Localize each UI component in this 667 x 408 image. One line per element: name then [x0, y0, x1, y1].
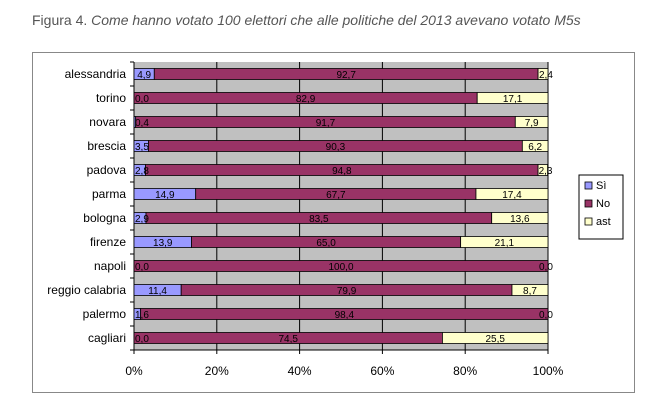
- category-label: novara: [89, 115, 126, 129]
- data-label: 6,2: [528, 142, 542, 153]
- x-tick-label: 60%: [370, 364, 394, 378]
- category-label: alessandria: [65, 67, 127, 81]
- data-label: 4,9: [137, 70, 151, 81]
- data-label: 91,7: [316, 118, 336, 129]
- bar-segment: [511, 284, 549, 296]
- data-label: 17,4: [502, 190, 522, 201]
- bar-segment: [460, 236, 549, 248]
- category-label: napoli: [94, 259, 126, 273]
- bar-segment: [442, 332, 549, 344]
- data-label: 1,6: [135, 310, 149, 321]
- data-label: 98,4: [335, 310, 355, 321]
- x-tick-label: 100%: [533, 364, 564, 378]
- legend-label: Sì: [596, 180, 606, 192]
- category-label: palermo: [83, 307, 127, 321]
- bar-segment: [537, 68, 549, 80]
- legend-label: ast: [596, 216, 611, 228]
- legend-swatch: [584, 181, 593, 190]
- x-tick-label: 0%: [125, 364, 143, 378]
- caption-title: Come hanno votato 100 elettori che alle …: [91, 12, 581, 28]
- bar-segment: [491, 212, 549, 224]
- data-label: 65,0: [316, 238, 336, 249]
- category-label: reggio calabria: [47, 283, 126, 297]
- legend-label: No: [596, 198, 610, 210]
- data-label: 0,0: [539, 310, 553, 321]
- data-label: 82,9: [296, 94, 316, 105]
- data-label: 0,0: [539, 262, 553, 273]
- category-label: firenze: [90, 235, 126, 249]
- category-label: parma: [92, 187, 126, 201]
- bar-segment: [140, 308, 549, 320]
- data-label: 2,3: [539, 166, 553, 177]
- plot-area: [134, 62, 548, 350]
- data-label: 13,9: [153, 238, 173, 249]
- category-label: padova: [87, 163, 127, 177]
- data-label: 2,9: [135, 214, 149, 225]
- data-label: 0,4: [135, 118, 149, 129]
- x-tick-label: 20%: [205, 364, 229, 378]
- bar-segment: [476, 92, 549, 104]
- data-label: 2,4: [539, 70, 553, 81]
- data-label: 14,9: [155, 190, 175, 201]
- data-label: 17,1: [503, 94, 523, 105]
- data-label: 90,3: [326, 142, 346, 153]
- data-label: 83,5: [309, 214, 329, 225]
- data-label: 2,8: [135, 166, 149, 177]
- data-label: 7,9: [525, 118, 539, 129]
- data-label: 92,7: [336, 70, 356, 81]
- x-tick-label: 40%: [288, 364, 312, 378]
- bar-segment: [475, 188, 549, 200]
- data-label: 8,7: [523, 286, 537, 297]
- legend-swatch: [584, 199, 593, 208]
- data-label: 67,7: [326, 190, 346, 201]
- caption-prefix: Figura 4.: [32, 12, 88, 28]
- legend-swatch: [584, 217, 593, 226]
- bar-segment: [537, 164, 548, 176]
- data-label: 94,8: [332, 166, 352, 177]
- data-label: 13,6: [510, 214, 530, 225]
- data-label: 21,1: [495, 238, 515, 249]
- bar-segment: [514, 116, 549, 128]
- figure-caption: Figura 4. Come hanno votato 100 elettori…: [32, 12, 581, 28]
- category-label: brescia: [87, 139, 126, 153]
- bar-segment: [133, 260, 549, 272]
- data-label: 0,0: [135, 262, 149, 273]
- data-label: 79,9: [337, 286, 357, 297]
- category-label: cagliari: [88, 331, 126, 345]
- x-tick-label: 80%: [453, 364, 477, 378]
- category-label: bologna: [83, 211, 126, 225]
- data-label: 0,0: [135, 334, 149, 345]
- data-label: 11,4: [148, 286, 167, 297]
- data-label: 25,5: [485, 334, 505, 345]
- category-label: torino: [96, 91, 126, 105]
- data-label: 100,0: [328, 262, 353, 273]
- bar-segment: [521, 140, 549, 152]
- data-label: 0,0: [135, 94, 149, 105]
- data-label: 3,5: [135, 142, 149, 153]
- data-label: 74,5: [278, 334, 298, 345]
